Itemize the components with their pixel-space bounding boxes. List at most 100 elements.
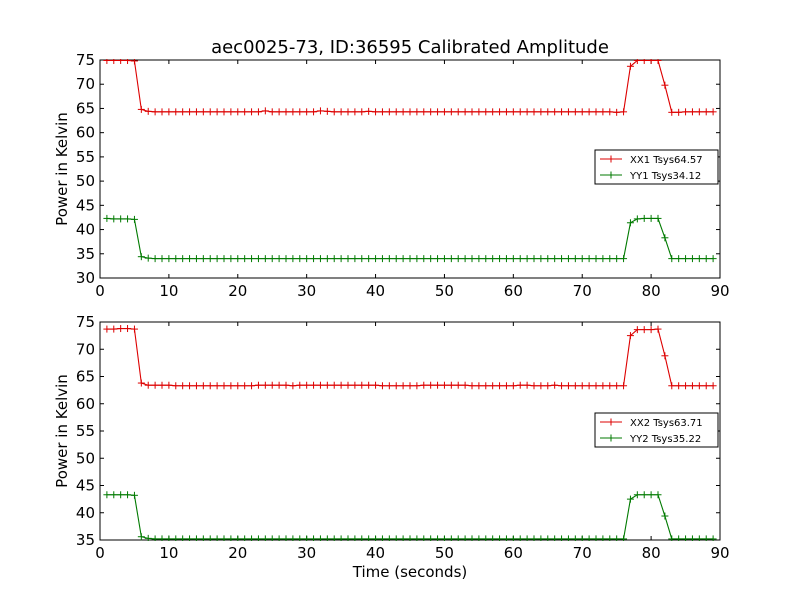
chart-0-series-0-point [151, 108, 159, 116]
chart-1-series-1-point [103, 491, 111, 499]
chart-1-series-0-point [144, 381, 152, 389]
chart-1-series-1-point [544, 535, 552, 541]
chart-1-series-1-point [661, 512, 669, 520]
chart-0-series-0-point [372, 108, 380, 116]
chart-0-series-1-point [137, 253, 145, 261]
chart-0-series-0-point [399, 108, 407, 116]
chart-1-series-1 [103, 491, 717, 541]
chart-1-series-1-point [248, 535, 256, 541]
chart-1-series-0-point [571, 382, 579, 390]
chart-0-series-1-point [268, 255, 276, 263]
chart-0-series-1-point [261, 255, 269, 263]
chart-1-series-1-point [289, 535, 297, 541]
chart-1-series-1-point [323, 535, 331, 541]
chart-1-series-1-point [110, 491, 118, 499]
chart-0-series-0-point [330, 108, 338, 116]
chart-0-series-1-point [496, 255, 504, 263]
chart-1-series-0-point [599, 382, 607, 390]
chart-0-series-0-point [261, 107, 269, 115]
chart-1-series-0-point [489, 382, 497, 390]
chart-0-series-0-point [585, 108, 593, 116]
chart-0-series-1-point [530, 255, 538, 263]
chart-title: aec0025-73, ID:36595 Calibrated Amplitud… [211, 37, 609, 58]
chart-0-series-1 [103, 214, 717, 263]
chart-0-series-1-point [289, 255, 297, 263]
chart-1-series-0-point [682, 382, 690, 390]
chart-0-series-0-point [137, 105, 145, 113]
chart-0-series-1-point [571, 255, 579, 263]
chart-1-series-1-point [344, 535, 352, 541]
chart-1-series-1-point [213, 535, 221, 541]
chart-1-series-1-point [468, 535, 476, 541]
chart-0-series-1-point [475, 255, 483, 263]
chart-1-series-0-point [613, 382, 621, 390]
chart-0-series-1-point [213, 255, 221, 263]
chart-1-series-1-point [523, 535, 531, 541]
chart-0-series-0-point [661, 81, 669, 89]
chart-1-series-0-point [248, 382, 256, 390]
chart-0-series-1-point [330, 255, 338, 263]
chart-1-xtick-label: 50 [435, 544, 454, 562]
chart-1-series-1-point [199, 535, 207, 541]
chart-0-series-0-point [323, 107, 331, 115]
chart-0-series-1-point [248, 255, 256, 263]
chart-0-series-0-point [461, 108, 469, 116]
chart-0-series-0-point [688, 108, 696, 116]
chart-1-series-1-point [682, 535, 690, 541]
chart-0-series-1-point [558, 255, 566, 263]
chart-0-series-1-point [124, 215, 132, 223]
chart-1-series-0-point [192, 382, 200, 390]
chart-0-series-0-point [213, 108, 221, 116]
chart-0-series-0-point [310, 108, 318, 116]
chart-1-xtick-label: 80 [642, 544, 661, 562]
chart-1-xtick-label: 60 [504, 544, 523, 562]
chart-0-series-0-point [248, 108, 256, 116]
chart-1-series-1-point [413, 535, 421, 541]
chart-0-series-1-point [144, 254, 152, 262]
chart-0-series-0-point [165, 108, 173, 116]
chart-1-series-1-point [516, 535, 524, 541]
chart-1-series-0-point [165, 381, 173, 389]
chart-1-series-0-point [461, 381, 469, 389]
chart-0-series-1-point [117, 215, 125, 223]
chart-1-series-0-point [702, 382, 710, 390]
top-plot-panel: 0 10 20 30 40 50 60 70 80 90 30 35 40 45 50 55 60 65 70 75 P… [53, 51, 730, 300]
chart-1-xtick-label: 40 [366, 544, 385, 562]
chart-1-series-0-point [620, 382, 628, 390]
chart-1-legend-label-0: XX2 Tsys63.71 [630, 418, 703, 429]
chart-1-series-0-point [468, 382, 476, 390]
chart-1-series-1-point [165, 535, 173, 541]
chart-0-series-1-point [206, 255, 214, 263]
chart-0-series-1-point [427, 255, 435, 263]
chart-1-series-0-point [103, 325, 111, 333]
chart-1-xtick-label: 20 [228, 544, 247, 562]
chart-1-ytick-label: 60 [76, 395, 95, 413]
chart-1-series-1-point [358, 535, 366, 541]
chart-1-series-0-point [440, 381, 448, 389]
chart-0-series-1-point [440, 255, 448, 263]
chart-1-series-1-point [578, 535, 586, 541]
chart-0-series-0-point [523, 108, 531, 116]
chart-0-legend-label-0: XX1 Tsys64.57 [630, 155, 703, 166]
chart-0-ytick-label: 60 [76, 124, 95, 142]
chart-0-series-1-point [509, 255, 517, 263]
chart-0-series-0-point [434, 108, 442, 116]
chart-0-series-0-point [254, 108, 262, 116]
chart-0-series-1-point [592, 255, 600, 263]
chart-1-series-0-point [303, 381, 311, 389]
chart-0-series-0-point [702, 108, 710, 116]
chart-0-series-0-point [103, 59, 111, 64]
chart-0-series-0-point [124, 59, 132, 64]
chart-0-series-1-point [337, 255, 345, 263]
chart-1-series-1-point [261, 535, 269, 541]
chart-1-series-0-point [289, 382, 297, 390]
chart-0-legend: XX1 Tsys64.57 YY1 Tsys34.12 [594, 149, 719, 185]
chart-1-series-1-point [702, 535, 710, 541]
chart-1-series-1-point [406, 535, 414, 541]
chart-0-series-0-point [709, 108, 717, 116]
chart-1-series-0-point [482, 382, 490, 390]
chart-0-series-1-point [695, 255, 703, 263]
chart-0-series-0-point [427, 108, 435, 116]
chart-0-legend-item-0: XX1 Tsys64.57 [600, 155, 703, 166]
